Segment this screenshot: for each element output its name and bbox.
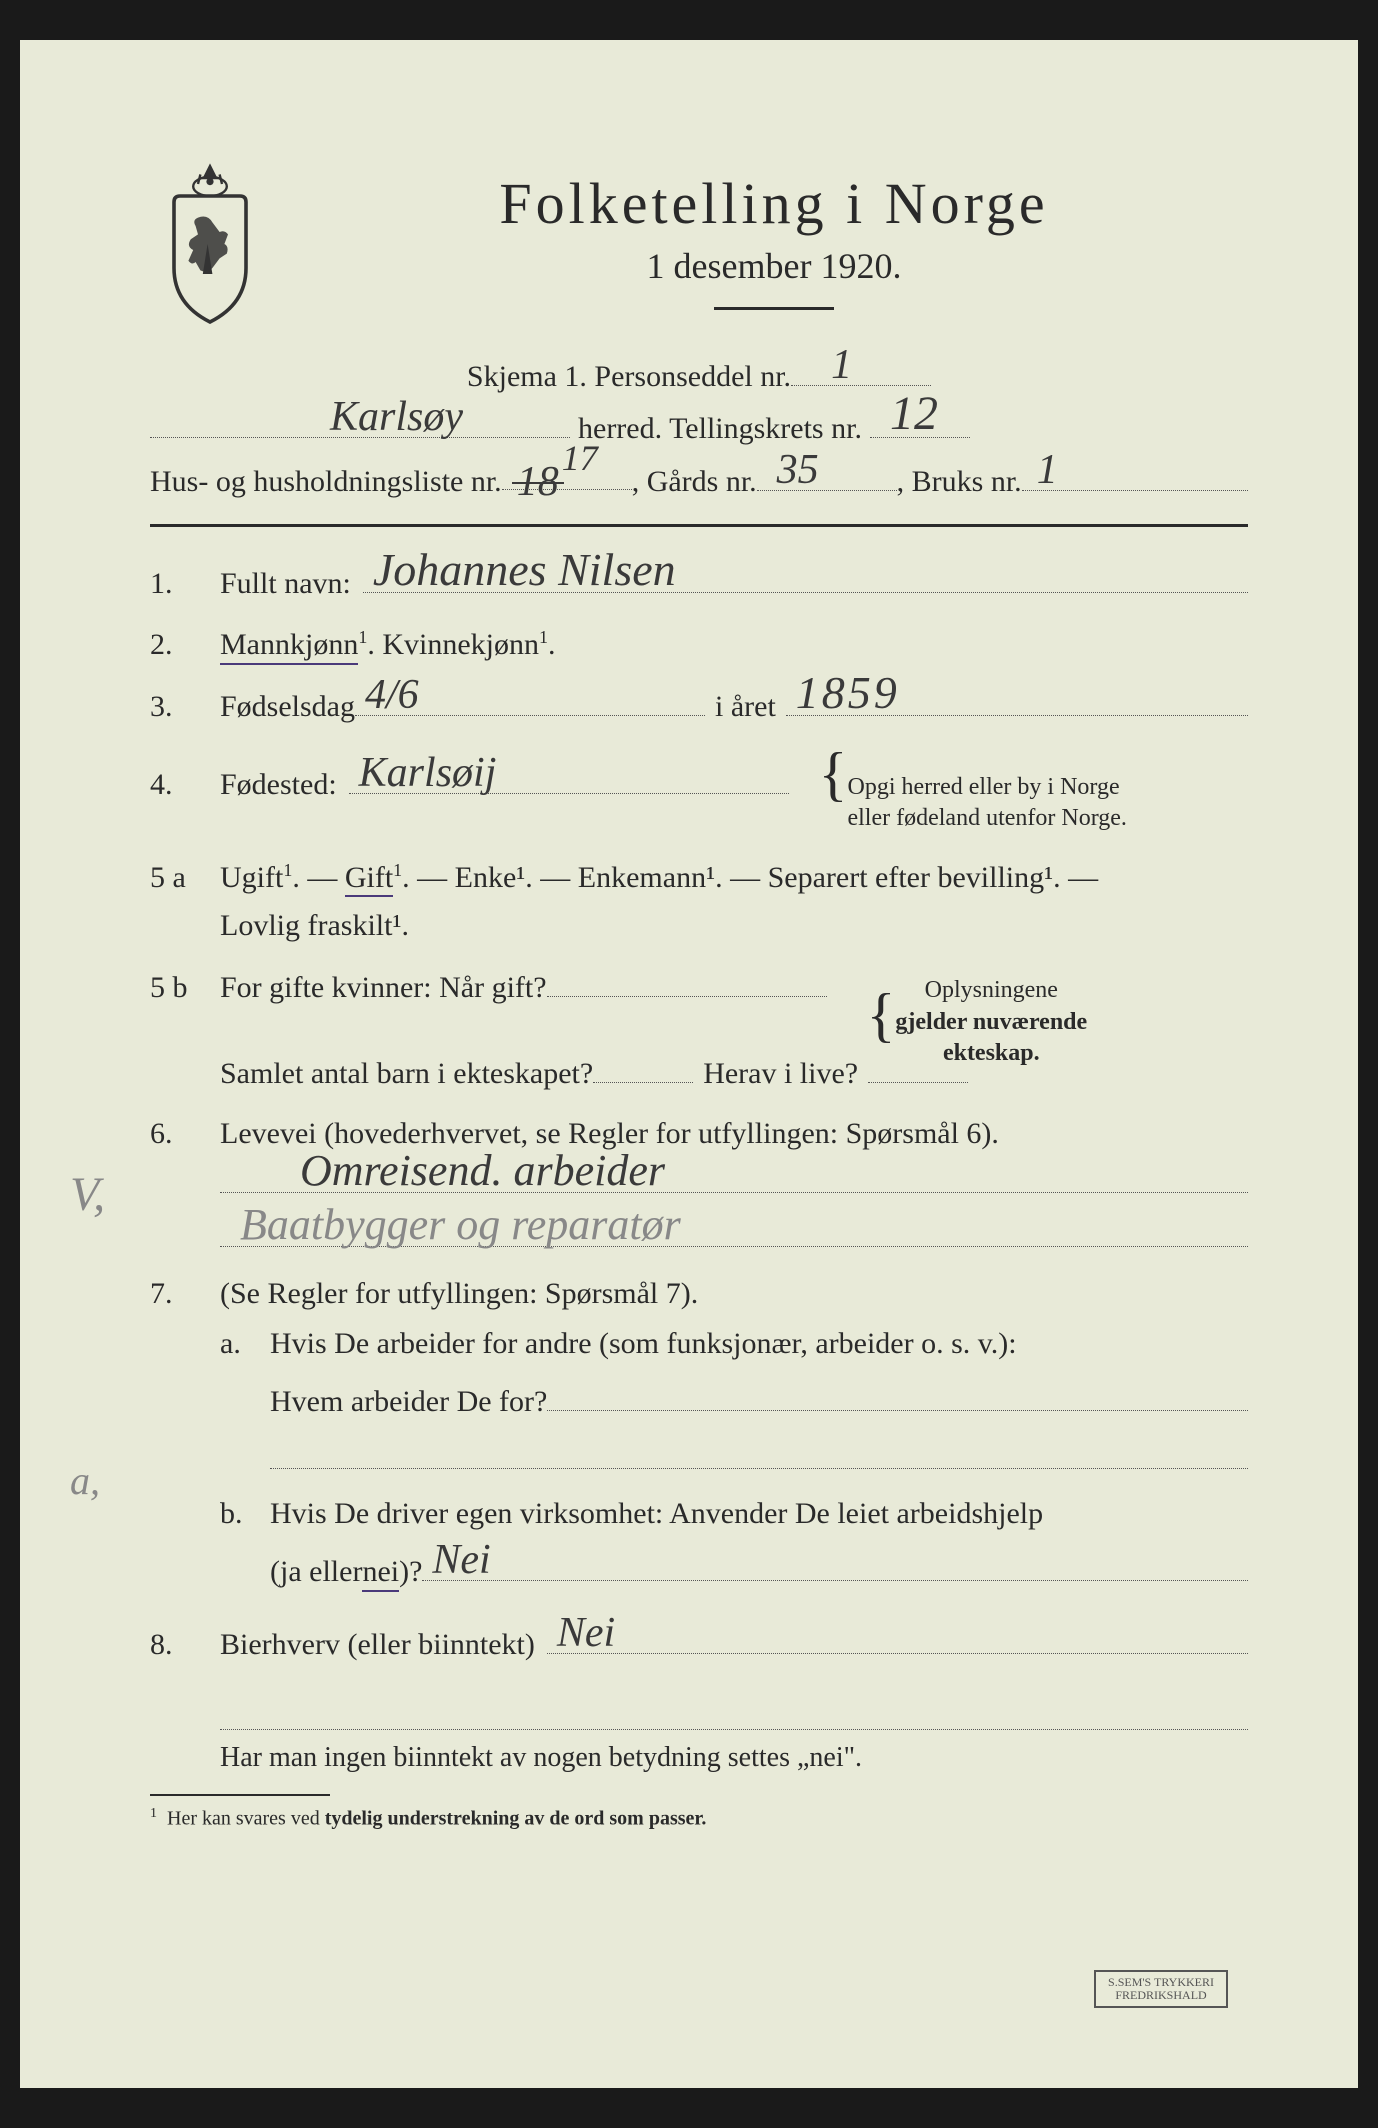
q7b-line1: Hvis De driver egen virksomhet: Anvender… — [270, 1497, 1248, 1531]
q2-kvinne: . Kvinnekjønn — [367, 628, 539, 661]
q3-day: 4/6 — [365, 671, 419, 719]
q2: 2. Mannkjønn1. Kvinnekjønn1. — [150, 627, 1248, 662]
q4-note1: Opgi herred eller by i Norge — [847, 774, 1119, 800]
margin-a: a, — [70, 1457, 100, 1504]
q7b-line2b: )? — [399, 1555, 422, 1589]
stamp-line2: FREDRIKSHALD — [1108, 1989, 1214, 2002]
gards-label: , Gårds nr. — [632, 465, 757, 499]
header: Folketelling i Norge 1 desember 1920. — [150, 160, 1248, 340]
q3-mid: i året — [705, 690, 786, 724]
bruks-nr: 1 — [1037, 446, 1058, 494]
q5a-ugift: Ugift — [220, 861, 283, 894]
q4: 4. Fødested: Karlsøij { Opgi herred elle… — [150, 750, 1248, 842]
coat-of-arms-icon — [150, 160, 270, 320]
printer-stamp: S.SEM'S TRYKKERI FREDRIKSHALD — [1094, 1970, 1228, 2008]
q8-label: Bierhverv (eller biinntekt) — [220, 1628, 535, 1662]
hus-nr: 18 — [517, 459, 559, 505]
q1-label: Fullt navn: — [220, 567, 351, 601]
q5a-rest: . — Enke¹. — Enkemann¹. — Separert efter… — [402, 861, 1098, 894]
q6: V, 6. Levevei (hovederhvervet, se Regler… — [150, 1117, 1248, 1259]
q5b-label: For gifte kvinner: Når gift? — [220, 971, 547, 1005]
q5b-line2a: Samlet antal barn i ekteskapet? — [220, 1057, 593, 1091]
q6-value2: Baatbygger og reparatør — [240, 1199, 681, 1250]
q7b-letter: b. — [220, 1497, 270, 1600]
divider-1 — [150, 524, 1248, 527]
q5a-gift: Gift — [345, 861, 393, 897]
stamp-line1: S.SEM'S TRYKKERI — [1108, 1976, 1214, 1989]
q7b-value: Nei — [432, 1536, 490, 1584]
schema-line: Skjema 1. Personseddel nr. 1 — [150, 350, 1248, 394]
subtitle: 1 desember 1920. — [300, 245, 1248, 287]
q4-note2: eller fødeland utenfor Norge. — [847, 805, 1126, 831]
q1-value: Johannes Nilsen — [373, 543, 676, 596]
schema-label: Skjema 1. Personseddel nr. — [467, 360, 791, 394]
q8: 8. Bierhverv (eller biinntekt) Nei — [150, 1618, 1248, 1670]
q7b-line2a: (ja eller — [270, 1555, 362, 1589]
q7-label: (Se Regler for utfyllingen: Spørsmål 7). — [220, 1277, 1248, 1311]
q5a-num: 5 a — [150, 861, 220, 895]
title-block: Folketelling i Norge 1 desember 1920. — [300, 160, 1248, 340]
census-form-page: Folketelling i Norge 1 desember 1920. Sk… — [20, 40, 1358, 2088]
q4-num: 4. — [150, 768, 220, 802]
footnote-rule — [150, 1794, 330, 1796]
q4-note: Opgi herred eller by i Norge eller fødel… — [847, 772, 1126, 834]
q1: 1. Fullt navn: Johannes Nilsen — [150, 557, 1248, 609]
q3: 3. Fødselsdag 4/6 i året 1859 — [150, 680, 1248, 732]
q3-num: 3. — [150, 690, 220, 724]
q6-num: 6. — [150, 1117, 220, 1151]
q5b-line2b: Herav i live? — [693, 1057, 868, 1091]
herred-label: herred. Tellingskrets nr. — [570, 412, 870, 446]
bruks-label: , Bruks nr. — [897, 465, 1022, 499]
q2-mann: Mannkjønn — [220, 628, 358, 665]
hus-line: Hus- og husholdningsliste nr. 18 17 , Gå… — [150, 454, 1248, 499]
personseddel-nr: 1 — [831, 341, 852, 389]
q4-value: Karlsøij — [359, 749, 497, 797]
q2-num: 2. — [150, 628, 220, 662]
q5a: 5 a Ugift1. — Gift1. — Enke¹. — Enkemann… — [150, 860, 1248, 943]
q7a-line1: Hvis De arbeider for andre (som funksjon… — [270, 1327, 1248, 1361]
q3-year: 1859 — [796, 666, 900, 719]
q3-label: Fødselsdag — [220, 690, 355, 724]
q5b-note1: Oplysningene — [925, 977, 1058, 1003]
q7a-line2: Hvem arbeider De for? — [270, 1385, 547, 1419]
q7a-letter: a. — [220, 1327, 270, 1481]
q5b: 5 b For gifte kvinner: Når gift? { Oplys… — [150, 961, 1248, 1099]
herred-line: Karlsøy herred. Tellingskrets nr. 12 — [150, 402, 1248, 446]
hus-label: Hus- og husholdningsliste nr. — [150, 465, 502, 499]
blank-line — [220, 1688, 1248, 1730]
q5b-num: 5 b — [150, 971, 220, 1005]
margin-v: V, — [70, 1167, 105, 1222]
q8-num: 8. — [150, 1628, 220, 1662]
main-title: Folketelling i Norge — [300, 170, 1248, 237]
q5a-line2: Lovlig fraskilt¹. — [220, 909, 1248, 943]
closing: Har man ingen biinntekt av nogen betydni… — [220, 1742, 1248, 1774]
brace-icon-2: { — [867, 991, 896, 1039]
hus-nr-over: 17 — [562, 437, 598, 479]
brace-icon: { — [819, 750, 848, 798]
tellingskrets-nr: 12 — [890, 386, 938, 441]
title-rule — [714, 307, 834, 310]
q7b-nei: nei — [362, 1555, 399, 1592]
gards-nr: 35 — [777, 446, 819, 494]
q7-num: 7. — [150, 1277, 220, 1311]
q7: a, 7. (Se Regler for utfyllingen: Spørsm… — [150, 1277, 1248, 1600]
q4-label: Fødested: — [220, 768, 337, 802]
q8-value: Nei — [557, 1609, 615, 1657]
herred-value: Karlsøy — [330, 393, 463, 441]
q5b-note2: gjelder nuværende — [895, 1009, 1087, 1035]
q1-num: 1. — [150, 567, 220, 601]
footnote: 1 Her kan svares ved tydelig understrekn… — [150, 1806, 1248, 1831]
q6-value1: Omreisend. arbeider — [300, 1145, 665, 1196]
